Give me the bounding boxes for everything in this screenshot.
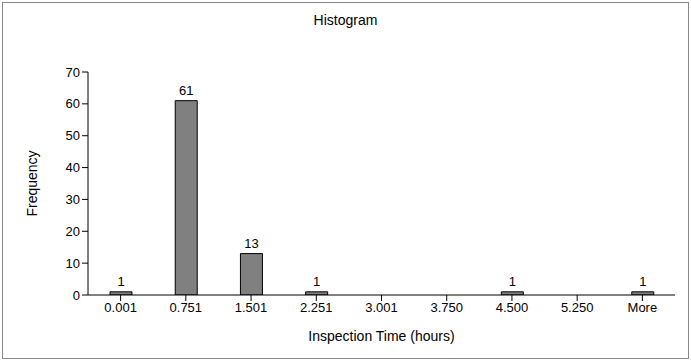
svg-text:20: 20 <box>66 224 80 239</box>
svg-text:13: 13 <box>244 236 258 251</box>
svg-text:61: 61 <box>179 83 193 98</box>
svg-text:1: 1 <box>509 274 516 289</box>
svg-text:5.250: 5.250 <box>561 300 594 315</box>
svg-text:More: More <box>628 300 658 315</box>
svg-text:Frequency: Frequency <box>24 150 40 216</box>
svg-text:1: 1 <box>117 274 124 289</box>
svg-text:30: 30 <box>66 192 80 207</box>
svg-text:0: 0 <box>73 288 80 303</box>
svg-text:60: 60 <box>66 96 80 111</box>
svg-text:40: 40 <box>66 160 80 175</box>
svg-text:0.751: 0.751 <box>170 300 203 315</box>
svg-text:10: 10 <box>66 256 80 271</box>
svg-text:70: 70 <box>66 65 80 80</box>
html-text:Histogram: Histogram <box>313 12 378 28</box>
svg-text:1: 1 <box>639 274 646 289</box>
svg-text:3.750: 3.750 <box>430 300 463 315</box>
svg-text:3.001: 3.001 <box>365 300 398 315</box>
svg-text:0.001: 0.001 <box>104 300 137 315</box>
svg-text:Inspection Time (hours): Inspection Time (hours) <box>308 328 454 344</box>
svg-text:1: 1 <box>313 274 320 289</box>
svg-text:50: 50 <box>66 128 80 143</box>
svg-text:1.501: 1.501 <box>235 300 268 315</box>
svg-text:4.500: 4.500 <box>496 300 529 315</box>
svg-text:2.251: 2.251 <box>300 300 333 315</box>
